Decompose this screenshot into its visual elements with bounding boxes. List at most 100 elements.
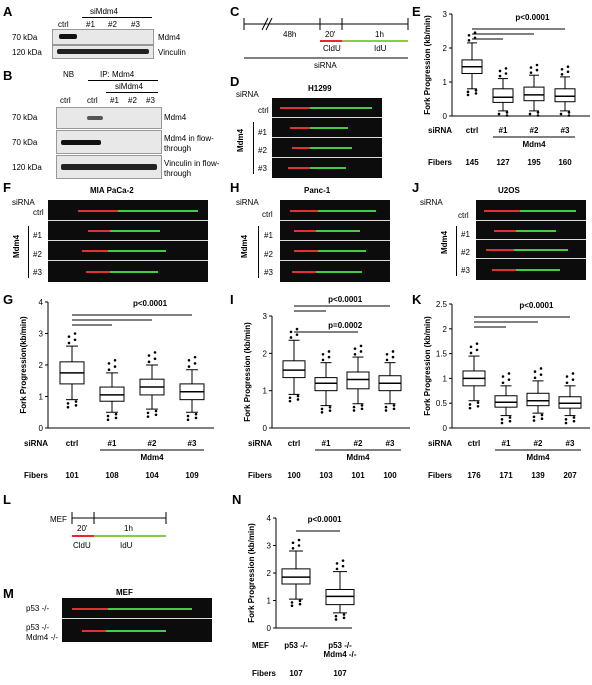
outlier-point: [474, 92, 478, 95]
outlier-point: [321, 358, 325, 362]
group-bracket: [258, 226, 259, 278]
row-p53-mdm4: p53 -/-: [26, 623, 50, 632]
idu-track: [516, 230, 556, 232]
panel-letter-h: H: [230, 180, 240, 195]
box-iqr: [314, 377, 338, 392]
outlier-point: [297, 544, 301, 547]
mw-label: 120 kDa: [12, 163, 42, 172]
fiber-row: [476, 259, 586, 279]
outlier-point: [353, 352, 357, 356]
outlier-point: [505, 114, 509, 117]
category-label: Mdm4 -/-: [324, 650, 357, 659]
duration-20min: 20': [77, 524, 88, 533]
row-1: #1: [264, 231, 273, 240]
outlier-point: [290, 601, 294, 604]
panel-letter-i: I: [230, 292, 234, 307]
outlier-point: [564, 421, 568, 425]
vinculin-flowthrough-blot: [56, 155, 162, 179]
row-1: #1: [33, 231, 42, 240]
row-label: Mdm4 in flow-through: [164, 134, 214, 153]
outlier-point: [539, 367, 543, 370]
category-label: #3: [188, 439, 197, 448]
outlier-point: [497, 112, 501, 116]
outlier-point: [566, 70, 570, 74]
idu-track: [514, 249, 568, 251]
idu-track: [310, 107, 372, 109]
category-label: #3: [386, 439, 395, 448]
fiber-count: 176: [467, 471, 481, 480]
category-label: #3: [561, 126, 570, 135]
cell-line-title: Panc-1: [304, 186, 331, 195]
outlier-point: [153, 357, 157, 360]
outlier-point: [291, 546, 295, 550]
y-axis-label: Fork Progression (kb/min): [423, 15, 432, 115]
panel-letter-a: A: [3, 4, 13, 19]
outlier-point: [473, 36, 477, 40]
fiber-count: 171: [499, 471, 513, 480]
y-tick-label: 0: [267, 624, 272, 633]
idu-track: [310, 147, 352, 149]
category-label: ctrl: [466, 126, 478, 135]
outlier-point: [529, 66, 533, 69]
lane-ctrl: ctrl: [58, 20, 69, 29]
y-tick-label: 2: [39, 361, 44, 370]
outlier-point: [501, 375, 505, 378]
outlier-point: [467, 39, 471, 42]
outlier-point: [320, 411, 324, 414]
fiber-image: [280, 200, 390, 282]
y-axis-label: Fork Progression (kb/min): [247, 523, 256, 623]
outlier-point: [572, 416, 576, 419]
outlier-point: [473, 31, 477, 34]
outlier-point: [154, 409, 158, 413]
row-1: #1: [258, 128, 267, 137]
mdm4-flowthrough-blot: [56, 130, 162, 154]
outlier-point: [498, 69, 502, 73]
mw-label: 70 kDa: [12, 33, 38, 42]
row-label: Vinculin: [158, 48, 186, 57]
fibers-label: Fibers: [24, 471, 49, 480]
outlier-point: [385, 352, 389, 356]
y-tick-label: 0: [443, 424, 448, 433]
outlier-point: [466, 90, 470, 94]
outlier-point: [508, 419, 512, 423]
outlier-point: [535, 63, 539, 67]
fiber-row: [272, 158, 382, 177]
cldu-track: [492, 269, 516, 271]
row-ctrl: ctrl: [33, 208, 44, 217]
cldu-track: [292, 147, 310, 149]
outlier-point: [341, 559, 345, 562]
y-tick-label: 0.5: [436, 399, 448, 408]
group-bracket: [253, 122, 254, 174]
vinculin-blot: [52, 45, 154, 59]
outlier-point: [359, 344, 363, 348]
y-tick-label: 1.5: [436, 350, 448, 359]
cldu-track: [484, 210, 520, 212]
fiber-row: [476, 200, 586, 221]
y-axis-label: Fork Progression(kb/min): [19, 316, 28, 414]
cell-line-title: U2OS: [498, 186, 520, 195]
y-tick-label: 1: [443, 374, 448, 383]
outlier-point: [106, 414, 110, 418]
row-3: #3: [258, 164, 267, 173]
duration-1h: 1h: [375, 30, 384, 39]
cldu-track: [486, 249, 514, 251]
outlier-point: [288, 399, 292, 403]
outlier-point: [327, 350, 331, 353]
outlier-point: [504, 72, 508, 75]
mw-label: 120 kDa: [12, 48, 42, 57]
fibers-label: Fibers: [252, 669, 277, 678]
y-tick-label: 1: [443, 78, 448, 87]
y-axis-label: Fork Progression (kb/min): [423, 316, 432, 416]
lane-1: #1: [110, 96, 119, 105]
mdm4-group-label: Mdm4: [12, 234, 21, 258]
fiber-image: [48, 200, 208, 282]
fiber-row: [48, 261, 208, 281]
y-tick-label: 3: [263, 312, 268, 321]
outlier-point: [295, 333, 299, 336]
idu-track: [108, 250, 166, 252]
idu-track: [110, 230, 160, 232]
idu-track: [310, 127, 348, 129]
row-label: Vinculin in flow-through: [164, 159, 220, 178]
duration-1h: 1h: [124, 524, 133, 533]
y-tick-label: 2: [267, 569, 272, 578]
